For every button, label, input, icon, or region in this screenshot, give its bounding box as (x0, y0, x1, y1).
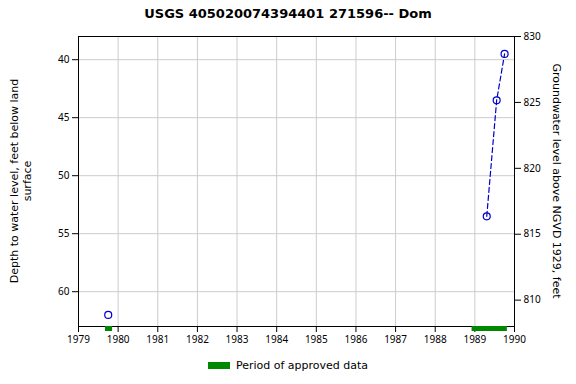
svg-text:60: 60 (58, 284, 70, 298)
html-text:Depth to water level, feet bel: Depth to water level, feet below land su… (8, 78, 34, 284)
svg-text:830: 830 (524, 29, 541, 43)
svg-text:1983: 1983 (226, 332, 249, 346)
svg-text:1982: 1982 (186, 332, 209, 346)
svg-text:1985: 1985 (305, 332, 328, 346)
svg-text:1990: 1990 (503, 332, 526, 346)
svg-text:1984: 1984 (265, 332, 288, 346)
html-text:USGS 405020074394401 271596--: USGS 405020074394401 271596-- Dom (144, 6, 432, 21)
svg-text:1979: 1979 (67, 332, 90, 346)
svg-text:1987: 1987 (384, 332, 407, 346)
svg-text:1981: 1981 (146, 332, 169, 346)
svg-text:820: 820 (524, 161, 541, 175)
svg-text:45: 45 (58, 110, 70, 124)
html-text:Period of approved data: Period of approved data (235, 358, 369, 372)
svg-text:825: 825 (524, 95, 541, 109)
html-text:Groundwater level above NGVD 1: Groundwater level above NGVD 1929, feet (550, 63, 563, 299)
svg-text:1988: 1988 (424, 332, 447, 346)
svg-text:50: 50 (58, 168, 70, 182)
svg-text:55: 55 (58, 226, 70, 240)
svg-text:40: 40 (58, 52, 70, 66)
svg-text:810: 810 (524, 292, 541, 306)
svg-text:1989: 1989 (463, 332, 486, 346)
svg-text:1980: 1980 (107, 332, 130, 346)
svg-text:815: 815 (524, 226, 541, 240)
svg-text:1986: 1986 (345, 332, 368, 346)
